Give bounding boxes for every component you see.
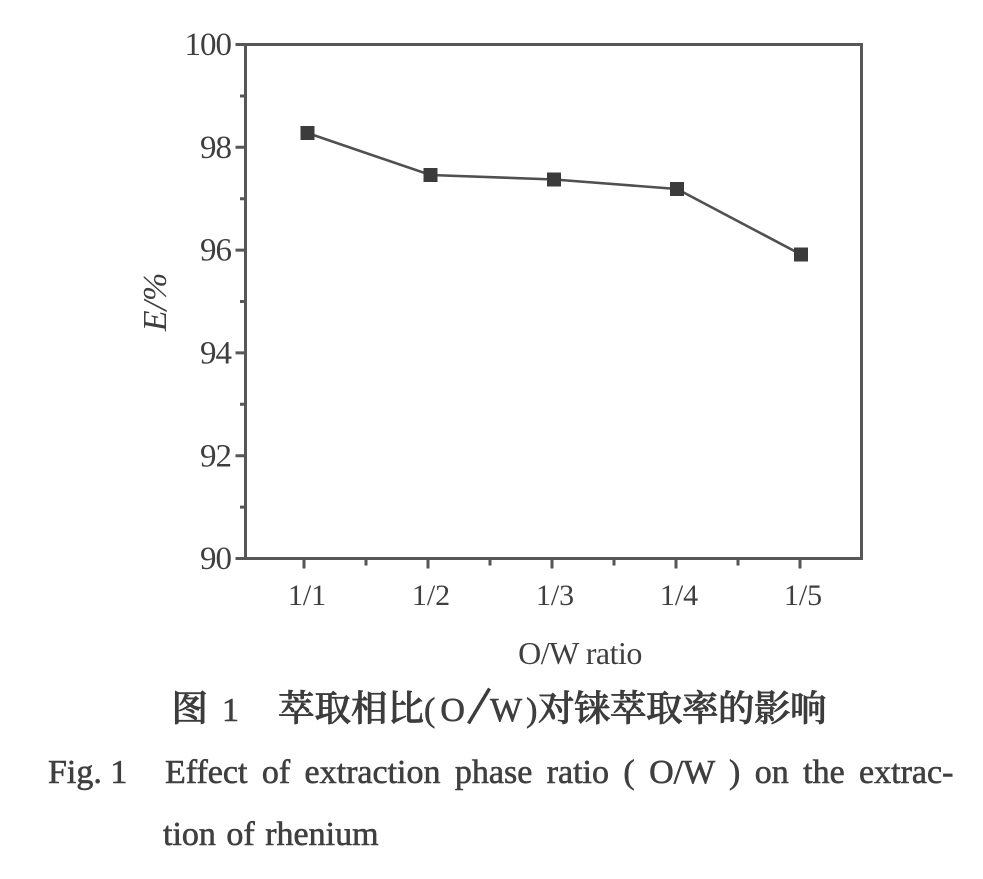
svg-text:92: 92 (200, 438, 231, 474)
svg-text:W): W) (490, 692, 541, 729)
svg-text:96: 96 (200, 233, 232, 269)
svg-text:90: 90 (200, 541, 232, 577)
svg-text:1/4: 1/4 (660, 579, 698, 612)
svg-text:Effect of extraction phase rat: Effect of extraction phase ratio ( O/W )… (165, 754, 953, 791)
svg-text:(O: (O (424, 692, 470, 729)
svg-text:94: 94 (200, 336, 232, 372)
svg-text:Fig. 1: Fig. 1 (48, 754, 127, 791)
svg-text:1/2: 1/2 (412, 579, 450, 612)
svg-text:E/%: E/% (137, 273, 174, 333)
svg-text:1/1: 1/1 (288, 579, 326, 612)
svg-text:1: 1 (222, 692, 239, 729)
svg-text:98: 98 (200, 130, 232, 166)
svg-text:100: 100 (185, 27, 232, 63)
svg-text:1/3: 1/3 (536, 579, 574, 612)
svg-text:O/W ratio: O/W ratio (518, 635, 642, 671)
svg-text:tion of rhenium: tion of rhenium (163, 816, 379, 853)
svg-text:1/5: 1/5 (784, 579, 822, 612)
